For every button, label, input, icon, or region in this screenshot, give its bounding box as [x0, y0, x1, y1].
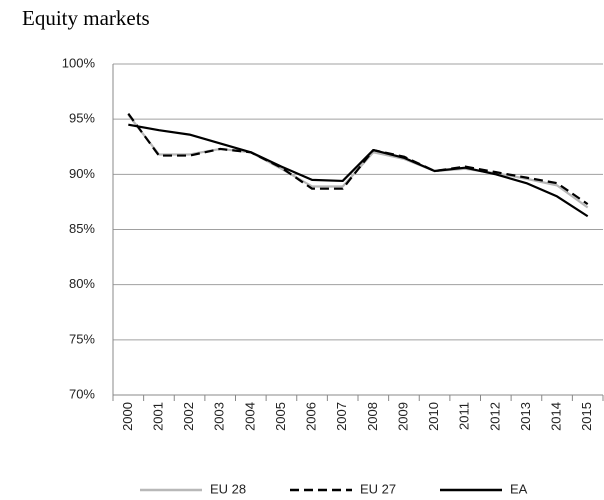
- y-tick-label: 95%: [69, 111, 95, 126]
- x-tick-label: 2005: [273, 402, 288, 431]
- y-tick-label: 70%: [69, 386, 95, 401]
- x-tick-label: 2009: [395, 402, 410, 431]
- series-line: [128, 123, 589, 218]
- x-tick-label: 2010: [426, 402, 441, 431]
- x-tick-label: 2006: [304, 402, 319, 431]
- x-tick-label: 2000: [120, 402, 135, 431]
- x-tick-label: 2015: [579, 402, 594, 431]
- legend-label: EU 27: [360, 481, 396, 496]
- x-tick-label: 2008: [365, 402, 380, 431]
- x-tick-label: 2011: [457, 402, 472, 430]
- x-tick-label: 2001: [150, 402, 165, 431]
- y-tick-label: 100%: [62, 55, 96, 70]
- y-tick-label: 80%: [69, 276, 95, 291]
- x-tick-label: 2002: [181, 402, 196, 431]
- y-tick-label: 90%: [69, 166, 95, 181]
- legend-label: EU 28: [210, 481, 246, 496]
- x-tick-label: 2004: [242, 402, 257, 431]
- x-tick-label: 2014: [549, 402, 564, 431]
- y-tick-label: 85%: [69, 221, 95, 236]
- series-line: [127, 114, 589, 209]
- y-tick-label: 75%: [69, 331, 95, 346]
- series-line: [127, 113, 589, 206]
- x-tick-label: 2003: [212, 402, 227, 431]
- chart-title: Equity markets: [22, 6, 150, 30]
- legend-label: EA: [510, 481, 528, 496]
- x-tick-label: 2007: [334, 402, 349, 431]
- x-tick-label: 2012: [487, 402, 502, 431]
- x-tick-label: 2013: [518, 402, 533, 431]
